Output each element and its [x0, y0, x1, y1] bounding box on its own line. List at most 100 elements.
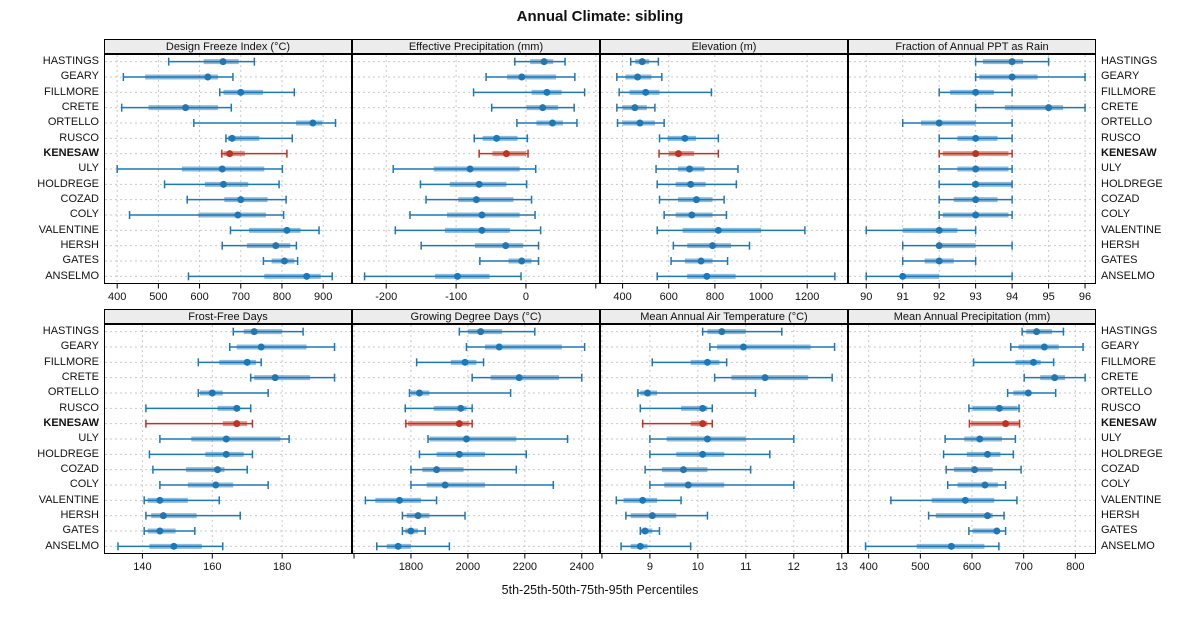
whisker-row-kenesaw — [968, 419, 1021, 428]
panel-design-freeze-index-c: Design Freeze Index (°C) 400 500 600 700 800 9… — [104, 39, 352, 304]
top-panel-grid: HASTINGS GEARY FILLMORE CRETE ORTELLO RUSCO KE… — [0, 39, 1200, 304]
station-label-valentine: VALENTINE — [1101, 223, 1162, 236]
station-label-uly: ULY — [1101, 162, 1122, 175]
median-dot — [457, 404, 465, 412]
median-dot — [643, 389, 651, 397]
panel-strip-growing-degree-days-c: Growing Degree Days (°C) — [352, 309, 600, 324]
station-label-fillmore: FILLMORE — [1101, 355, 1157, 368]
panel-mean-annual-air-temperature-c: Mean Annual Air Temperature (°C) 9 10 11 12 1… — [600, 309, 848, 574]
median-dot — [976, 435, 984, 443]
tick-label: 9 — [647, 561, 653, 573]
panel-plot — [104, 54, 352, 284]
whisker-row-hastings — [1021, 327, 1065, 336]
panel-plot — [848, 324, 1096, 554]
whisker-row-crete — [490, 103, 575, 112]
station-label-anselmo: ANSELMO — [45, 539, 99, 552]
median-dot — [636, 542, 644, 550]
whisker-row-anselmo — [376, 542, 451, 551]
median-dot — [156, 527, 164, 535]
median-dot — [271, 374, 279, 382]
station-label-cozad: COZAD — [1101, 192, 1140, 205]
bottom-panel-grid: HASTINGS GEARY FILLMORE CRETE ORTELLO RUSCO KE… — [0, 309, 1200, 574]
tick-label: 93 — [970, 291, 982, 303]
station-label-gates: GATES — [1101, 254, 1138, 267]
whisker-row-cozad — [152, 465, 248, 474]
median-dot — [961, 496, 969, 504]
whisker-row-gates — [639, 527, 661, 535]
whisker-row-uly — [392, 165, 537, 173]
whisker-row-gates — [670, 257, 729, 265]
station-label-ortello: ORTELLO — [47, 116, 99, 129]
panel-strip-elevation-m: Elevation (m) — [600, 39, 848, 54]
station-label-valentine: VALENTINE — [38, 493, 99, 506]
panel-plot — [600, 324, 848, 554]
station-label-geary: GEARY — [1101, 340, 1140, 353]
median-dot — [935, 226, 943, 234]
whisker-row-hersh — [145, 511, 241, 520]
median-dot — [714, 226, 722, 234]
tick-label: 2200 — [513, 561, 537, 573]
median-dot — [1008, 73, 1016, 81]
whisker-row-coly — [128, 211, 285, 219]
whisker-row-valentine — [364, 496, 438, 505]
whisker-row-rusco — [404, 404, 473, 413]
whisker-row-ortello — [901, 119, 1013, 127]
median-dot — [407, 527, 415, 535]
median-dot — [502, 150, 510, 158]
panel-border — [600, 324, 848, 554]
median-dot — [709, 242, 717, 250]
median-dot — [935, 242, 943, 250]
tick-label: 96 — [1079, 291, 1091, 303]
whisker-row-coly — [410, 481, 555, 489]
median-dot — [972, 165, 980, 173]
panel-strip-fraction-of-annual-ppt-as-rain: Fraction of Annual PPT as Rain — [848, 39, 1096, 54]
tick-label: 180 — [273, 561, 291, 573]
whisker-row-holdrege — [148, 450, 254, 459]
whisker-row-ortello — [637, 389, 757, 397]
tick-label: 400 — [108, 291, 126, 303]
median-dot — [984, 450, 991, 458]
station-label-anselmo: ANSELMO — [1101, 539, 1155, 552]
station-label-anselmo: ANSELMO — [1101, 269, 1155, 282]
median-dot — [540, 58, 548, 66]
whisker-row-uly — [649, 435, 795, 443]
median-dot — [984, 512, 991, 520]
station-label-gates: GATES — [1101, 524, 1138, 537]
tick-label: 2400 — [570, 561, 594, 573]
station-label-kenesaw: KENESAW — [1101, 146, 1157, 159]
whisker-row-cozad — [644, 465, 752, 474]
median-dot — [461, 358, 469, 366]
whisker-row-ortello — [516, 119, 578, 127]
whisker-row-fillmore — [219, 88, 296, 97]
whisker-row-gates — [143, 527, 196, 535]
whisker-row-cozad — [938, 195, 1013, 204]
station-label-rusco: RUSCO — [59, 131, 99, 144]
tick-label: 800 — [706, 291, 724, 303]
median-dot — [699, 450, 707, 458]
median-dot — [995, 404, 1003, 412]
median-dot — [518, 257, 526, 265]
median-dot — [981, 481, 989, 489]
median-dot — [688, 211, 696, 219]
tick-label: 900 — [314, 291, 332, 303]
tick-label: 0 — [523, 291, 529, 303]
station-label-hastings: HASTINGS — [42, 55, 99, 67]
station-label-holdrege: HOLDREGE — [37, 447, 99, 460]
median-dot — [495, 343, 503, 351]
whisker-row-kenesaw — [938, 149, 1013, 158]
station-label-geary: GEARY — [1101, 70, 1140, 83]
whisker-row-coly — [946, 481, 1007, 489]
median-dot — [935, 257, 943, 265]
panel-border — [848, 324, 1096, 554]
percentiles-caption: 5th-25th-50th-75th-95th Percentiles — [501, 583, 699, 597]
panel-strip-frost-free-days: Frost-Free Days — [104, 309, 352, 324]
whisker-row-uly — [116, 165, 284, 173]
tick-label: 94 — [1006, 291, 1018, 303]
median-dot — [283, 226, 291, 234]
panel-strip-mean-annual-precipitation-mm: Mean Annual Precipitation (mm) — [848, 309, 1096, 324]
whisker-row-hastings — [974, 57, 1050, 66]
whisker-row-geary — [709, 343, 836, 351]
median-dot — [222, 450, 230, 458]
median-dot — [280, 257, 288, 265]
tick-label: 1800 — [399, 561, 423, 573]
